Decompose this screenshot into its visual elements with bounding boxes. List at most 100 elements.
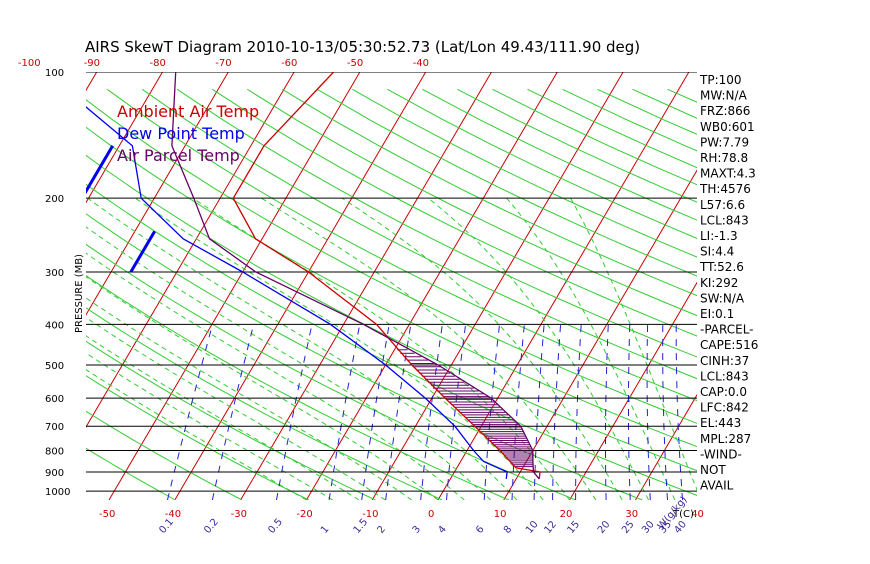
dry-adiabat-line [633,89,870,500]
legend-ambient: Ambient Air Temp [117,102,259,121]
dewpoint-accent-segment [131,231,155,272]
stat-line: -WIND- [700,447,742,461]
dry-adiabat-line [0,89,709,500]
bottom-temp-tick-label: -10 [362,509,378,520]
mixing-ratio-label: 4 [436,524,449,536]
mixing-ratio-label: 0.5 [266,517,285,536]
pressure-tick-label: 400 [45,320,64,331]
dewpoint-accent-segment [82,146,113,198]
stat-line: FRZ:866 [700,104,750,118]
bottom-temp-tick-label: 20 [560,509,573,520]
pressure-tick-label: 200 [45,194,64,205]
top-temp-tick-label: -90 [84,58,100,69]
mixing-ratio-label: 2 [376,524,389,536]
stat-line: RH:78.8 [700,151,748,165]
stat-line: -PARCEL- [700,323,754,337]
pressure-tick-label: 700 [45,422,64,433]
dry-adiabat-line [0,89,642,500]
mixing-ratio-line [647,324,650,500]
stat-line: EI:0.1 [700,307,734,321]
moist-adiabat-line [342,198,622,500]
stat-line: AVAIL [700,479,734,493]
stat-line: MPL:287 [700,432,751,446]
stat-line: MW:N/A [700,89,748,103]
dry-adiabat-line [317,89,870,500]
legend-dewpoint: Dew Point Temp [117,124,245,143]
mixing-ratio-label: 0.2 [202,517,221,536]
stat-line: TH:4576 [699,182,751,196]
pressure-tick-label: 500 [45,361,64,372]
y-axis-label: PRESSURE (MB) [74,254,85,333]
mixing-ratio-line [212,324,253,500]
mixing-ratio-label: 12 [542,519,559,536]
mixing-ratio-line [386,324,411,500]
mixing-ratio-line [553,324,561,500]
legend: Ambient Air Temp Dew Point Temp Air Parc… [117,102,259,165]
pressure-tick-label: 100 [45,68,64,79]
mixing-ratio-label: 15 [565,519,582,536]
stat-line: LI:-1.3 [700,229,738,243]
bottom-temp-tick-label: 10 [494,509,507,520]
mixing-ratio-label: 25 [620,519,637,536]
moist-adiabat-line [135,198,543,500]
pressure-tick-label: 1000 [45,487,70,498]
pressure-tick-label: 800 [45,447,64,458]
isotherm-line [570,72,821,500]
isotherm-line [0,72,31,500]
mixing-ratio-line [277,324,313,500]
bottom-temp-tick-label: 30 [625,509,638,520]
moist-adiabat-line [262,198,596,500]
bottom-temp-tick-label: -20 [296,509,312,520]
stat-line: WB0:601 [700,120,755,134]
stat-line: NOT [700,463,726,477]
top-temp-tick-label: -60 [281,58,297,69]
stat-line: CAP:0.0 [700,385,747,399]
legend-parcel: Air Parcel Temp [117,146,240,165]
moist-adiabat-line [88,198,517,500]
dry-adiabat-line [738,89,870,500]
dry-adiabat-line [352,89,870,500]
mixing-ratio-label: 1 [319,524,332,536]
bottom-temp-tick-label: 0 [428,509,434,520]
stat-line: LCL:843 [700,213,749,227]
mixing-ratio-label: 40 [672,519,689,536]
top-temp-tick-label: -80 [149,58,165,69]
mixing-ratio-label: 8 [502,524,515,536]
top-temp-tick-label: -100 [18,58,41,69]
bottom-temp-tick-label: -50 [99,509,115,520]
dry-adiabat-line [528,89,870,500]
stat-line: SI:4.4 [700,245,734,259]
isotherm-line [635,72,870,500]
stat-line: CAPE:516 [700,338,758,352]
isotherm-line [767,72,870,500]
moist-adiabat-line [428,198,648,500]
stat-line: SW:N/A [700,291,745,305]
chart-title: AIRS SkewT Diagram 2010-10-13/05:30:52.7… [85,38,640,56]
moist-adiabat-line [571,198,702,500]
dry-adiabat-line [668,89,870,500]
stat-line: L57:6.6 [700,198,745,212]
dry-adiabat-line [212,89,870,500]
stat-line: MAXT:4.3 [700,167,756,181]
mixing-ratio-label: 6 [474,524,487,536]
top-temp-tick-label: -40 [413,58,429,69]
bottom-temp-tick-label: -40 [165,509,181,520]
pressure-tick-label: 600 [45,394,64,405]
stat-line: TT:52.6 [699,260,744,274]
mixing-ratio-label: 30 [640,519,657,536]
pressure-tick-label: 300 [45,268,64,279]
pressure-tick-label: 900 [45,468,64,479]
top-temp-tick-label: -50 [347,58,363,69]
stat-line: PW:7.79 [700,135,749,149]
top-temp-tick-label: -70 [215,58,231,69]
mixing-ratio-label: 20 [596,519,613,536]
stat-line: EL:443 [700,416,741,430]
mixing-ratio-label: 10 [524,519,541,536]
cape-hatch [397,350,533,467]
stat-line: CINH:37 [700,354,749,368]
stat-line: KI:292 [700,276,738,290]
sounding-stats-panel: TP:100MW:N/AFRZ:866WB0:601PW:7.79RH:78.8… [699,73,758,493]
isotherm-line [241,72,492,500]
